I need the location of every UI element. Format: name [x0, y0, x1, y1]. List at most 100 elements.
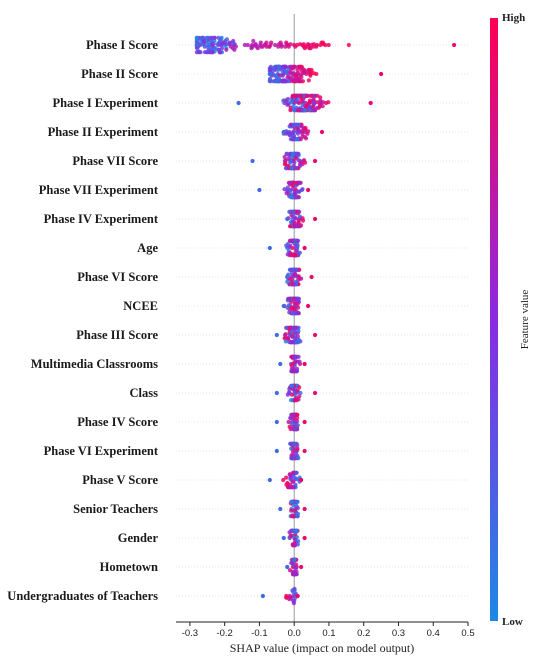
shap-point: [296, 397, 301, 402]
shap-point: [285, 252, 290, 257]
shap-point: [293, 93, 298, 98]
shap-point: [280, 64, 286, 69]
shap-point: [295, 122, 301, 127]
feature-label: Phase III Score: [76, 328, 158, 342]
shap-point: [210, 50, 215, 55]
colorbar-low-label: Low: [502, 616, 523, 628]
shap-point: [204, 35, 209, 40]
shap-point: [296, 539, 301, 544]
shap-point: [287, 296, 292, 301]
shap-point: [288, 220, 294, 225]
shap-point: [292, 475, 297, 480]
shap-point: [292, 398, 298, 403]
shap-point: [312, 216, 318, 222]
shap-point: [289, 421, 294, 426]
shap-point: [278, 506, 283, 512]
shap-point: [306, 78, 311, 83]
shap-point: [320, 104, 325, 109]
feature-label: NCEE: [123, 299, 158, 313]
shap-point: [224, 47, 229, 52]
shap-point: [298, 390, 303, 396]
shap-point: [295, 388, 300, 393]
shap-point: [218, 50, 223, 55]
colorbar: High Low Feature value: [490, 12, 531, 628]
shap-point: [290, 441, 295, 446]
shap-point: [302, 160, 308, 165]
shap-point: [302, 448, 307, 454]
shap-point: [283, 325, 289, 330]
shap-point: [298, 339, 303, 344]
shap-point: [274, 332, 279, 338]
shap-point: [295, 593, 300, 599]
shap-point: [326, 100, 331, 105]
shap-point: [300, 218, 306, 223]
shap-point: [292, 572, 298, 577]
shap-point: [293, 354, 298, 359]
shap-point: [295, 415, 300, 421]
shap-point: [293, 224, 298, 229]
shap-point: [292, 586, 297, 591]
shap-point: [257, 187, 262, 193]
shap-point: [207, 50, 212, 55]
shap-point: [249, 46, 254, 51]
shap-point: [318, 98, 323, 103]
shap-point: [283, 339, 288, 344]
shap-point: [294, 470, 299, 475]
shap-point: [289, 392, 294, 397]
shap-point: [277, 64, 282, 69]
shap-point: [299, 75, 304, 80]
shap-point: [289, 383, 294, 388]
shap-point: [312, 158, 318, 164]
feature-labels: Phase I Score Phase II Score Phase I Exper…: [7, 38, 159, 603]
shap-point: [290, 311, 295, 316]
shap-point: [292, 456, 297, 461]
feature-label: Phase VII Score: [72, 154, 158, 168]
shap-point: [303, 108, 308, 113]
shap-point: [298, 79, 304, 84]
shap-point: [296, 151, 301, 156]
x-tick-label: 0.0: [288, 628, 301, 639]
shap-point: [295, 446, 300, 451]
shap-point: [264, 40, 269, 45]
shap-point: [282, 336, 287, 341]
x-ticks: -0.3 -0.2 -0.1 0.0 0.1 0.2 0.3 0.4 0.5: [182, 622, 475, 639]
shap-point: [282, 187, 287, 192]
shap-point: [260, 593, 265, 599]
feature-label: Phase IV Experiment: [44, 212, 159, 226]
shap-point: [284, 79, 289, 84]
shap-point: [212, 38, 217, 44]
shap-point: [287, 209, 292, 214]
feature-label: Undergraduates of Teachers: [7, 589, 158, 603]
shap-point: [194, 50, 199, 55]
shap-point: [302, 361, 307, 367]
shap-point: [298, 96, 304, 102]
shap-point: [287, 597, 292, 602]
shap-point: [306, 129, 311, 134]
shap-point: [297, 224, 302, 229]
shap-point: [314, 44, 319, 49]
shap-point: [285, 564, 290, 570]
shap-point: [294, 528, 299, 533]
feature-label: Phase V Score: [82, 473, 158, 487]
shap-point: [292, 160, 297, 165]
shap-point: [259, 44, 264, 49]
shap-point: [219, 35, 224, 40]
shap-point: [201, 35, 206, 40]
shap-point: [288, 137, 293, 142]
shap-point: [296, 311, 301, 316]
feature-label: Phase IV Score: [77, 415, 158, 429]
shap-point: [286, 156, 291, 161]
shap-point: [202, 50, 208, 55]
shap-point: [297, 42, 303, 47]
shap-point: [289, 195, 294, 200]
shap-point: [309, 274, 314, 280]
feature-label: Phase II Experiment: [48, 125, 159, 139]
shap-point: [278, 40, 283, 45]
shap-point: [299, 564, 304, 570]
shap-point: [292, 272, 298, 277]
shap-point: [198, 50, 203, 55]
feature-label: Phase II Score: [81, 67, 158, 81]
shap-point: [267, 245, 272, 251]
shap-point: [300, 187, 305, 192]
shap-point: [291, 325, 296, 330]
